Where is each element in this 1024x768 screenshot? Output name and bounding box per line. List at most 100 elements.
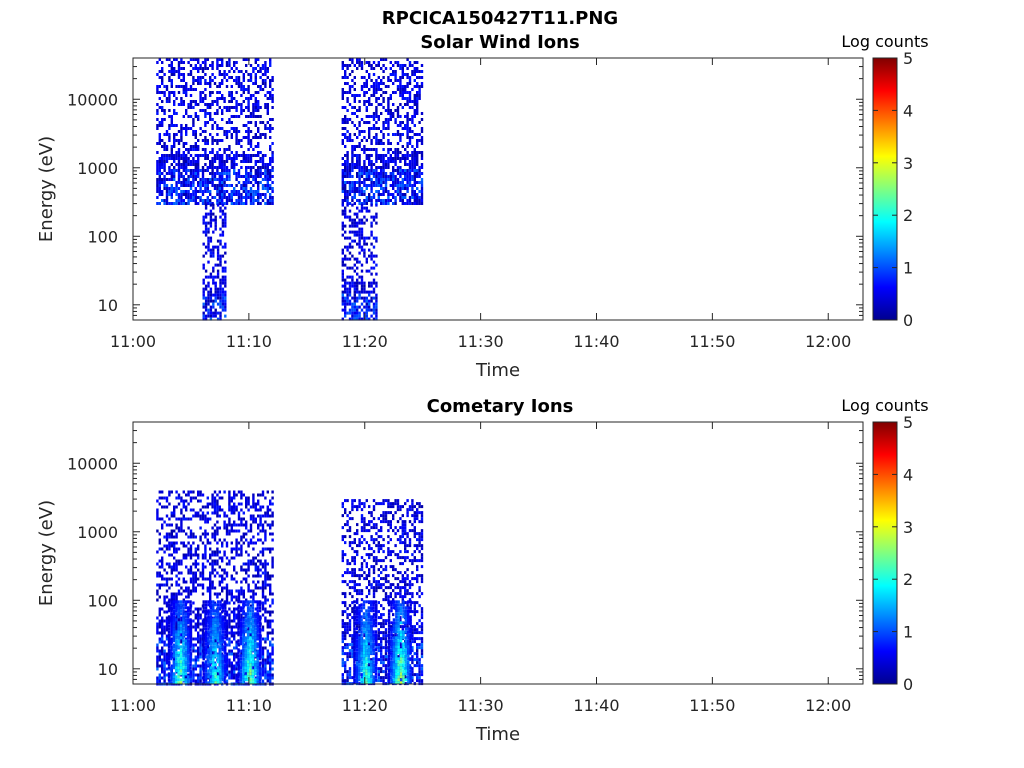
heatmap-cell <box>259 166 262 169</box>
heatmap-cell <box>240 550 243 554</box>
heatmap-cell <box>197 655 200 659</box>
heatmap-cell <box>165 589 169 593</box>
heatmap-cell <box>363 559 366 563</box>
heatmap-cell <box>189 679 193 683</box>
heatmap-cell <box>170 583 173 587</box>
heatmap-cell <box>387 199 390 202</box>
heatmap-cell <box>356 625 359 629</box>
heatmap-cell <box>225 133 229 136</box>
heatmap-cell <box>368 133 371 136</box>
heatmap-cell <box>242 187 245 190</box>
heatmap-cell <box>380 202 383 205</box>
heatmap-cell <box>382 121 385 124</box>
heatmap-cell <box>177 502 181 506</box>
heatmap-cell <box>261 655 265 659</box>
heatmap-cell <box>230 589 233 593</box>
heatmap-cell <box>216 317 220 321</box>
heatmap-cell <box>211 166 214 169</box>
heatmap-cell <box>356 58 359 61</box>
heatmap-cell <box>372 94 376 97</box>
heatmap-cell <box>173 139 176 142</box>
heatmap-cell <box>185 196 188 199</box>
heatmap-cell <box>341 67 344 70</box>
heatmap-cell <box>180 520 183 524</box>
heatmap-cell <box>213 121 217 124</box>
heatmap-cell <box>212 275 215 279</box>
heatmap-cell <box>372 302 376 306</box>
heatmap-cell <box>228 193 231 196</box>
heatmap-cell <box>377 667 380 671</box>
heatmap-cell <box>264 70 267 73</box>
heatmap-cell <box>197 544 200 548</box>
heatmap-cell <box>173 568 176 572</box>
heatmap-cell <box>201 574 205 578</box>
heatmap-cell <box>389 175 392 178</box>
heatmap-cell <box>257 160 260 163</box>
heatmap-cell <box>233 523 236 527</box>
heatmap-cell <box>353 124 356 127</box>
heatmap-cell <box>163 568 166 572</box>
heatmap-cell <box>247 628 250 632</box>
heatmap-cell <box>360 203 364 207</box>
heatmap-cell <box>368 199 371 202</box>
heatmap-cell <box>356 281 359 285</box>
heatmap-cell <box>254 61 257 64</box>
heatmap-cell <box>185 493 188 497</box>
heatmap-cell <box>406 121 409 124</box>
heatmap-cell <box>209 85 212 88</box>
heatmap-cell <box>212 218 215 222</box>
heatmap-cell <box>259 193 262 196</box>
heatmap-cell <box>170 565 173 569</box>
heatmap-cell <box>221 580 224 584</box>
heatmap-cell <box>356 212 359 216</box>
heatmap-cell <box>211 136 214 139</box>
heatmap-cell <box>261 157 265 160</box>
heatmap-cell <box>372 517 376 521</box>
heatmap-cell <box>204 616 207 620</box>
heatmap-cell <box>161 118 164 121</box>
heatmap-cell <box>387 112 390 115</box>
heatmap-cell <box>271 151 274 154</box>
heatmap-cell <box>221 73 224 76</box>
heatmap-cell <box>382 202 385 205</box>
heatmap-cell <box>158 76 161 79</box>
heatmap-cell <box>221 643 224 647</box>
heatmap-cell <box>216 493 219 497</box>
heatmap-cell <box>233 565 236 569</box>
heatmap-cell <box>158 538 161 542</box>
heatmap-cell <box>377 676 380 680</box>
heatmap-cell <box>271 574 274 578</box>
heatmap-cell <box>213 640 217 644</box>
heatmap-cell <box>392 91 395 94</box>
heatmap-cell <box>344 661 347 665</box>
heatmap-cell <box>247 172 250 175</box>
heatmap-cell <box>197 658 200 662</box>
heatmap-cell <box>365 299 368 303</box>
heatmap-cell <box>257 508 260 512</box>
heatmap-cell <box>235 172 238 175</box>
heatmap-cell <box>382 181 385 184</box>
heatmap-cell <box>204 142 207 145</box>
heatmap-cell <box>197 616 200 620</box>
heatmap-cell <box>204 215 208 219</box>
heatmap-cell <box>223 166 226 169</box>
colorbar-tick-label: 2 <box>903 206 913 225</box>
heatmap-cell <box>266 181 269 184</box>
heatmap-cell <box>158 541 161 545</box>
heatmap-cell <box>348 190 352 193</box>
heatmap-cell <box>353 284 356 288</box>
heatmap-cell <box>228 175 231 178</box>
heatmap-cell <box>360 148 364 151</box>
heatmap-cell <box>351 508 354 512</box>
heatmap-cell <box>192 148 195 151</box>
heatmap-cell <box>209 293 213 297</box>
heatmap-cell <box>187 571 190 575</box>
heatmap-cell <box>372 181 376 184</box>
heatmap-cell <box>201 76 205 79</box>
heatmap-cell <box>377 103 380 106</box>
heatmap-cell <box>216 91 219 94</box>
heatmap-cell <box>259 562 262 566</box>
heatmap-cell <box>375 133 378 136</box>
heatmap-cell <box>175 550 178 554</box>
heatmap-cell <box>344 82 347 85</box>
